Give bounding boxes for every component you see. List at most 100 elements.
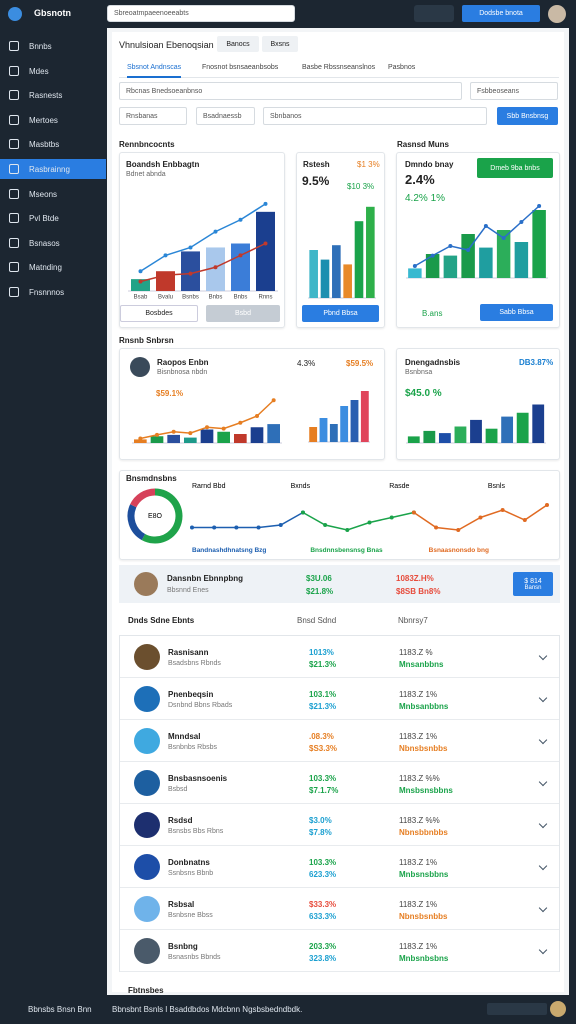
- nav-item[interactable]: Bnnbs: [0, 36, 106, 56]
- nav-label: Mertoes: [29, 115, 58, 125]
- table-row[interactable]: Donbnatns Ssnbsns Bbnb 103.3% 623.3% 1183.Z …: [120, 846, 559, 888]
- page-title: Vhnulsioan Ebenoqsian: [119, 40, 214, 50]
- filter[interactable]: Bsadnaessb: [196, 107, 255, 125]
- table-row[interactable]: Rasnisann Bsadsbns Rbnds 1013% $21.3% 1183.Z…: [120, 636, 559, 678]
- button[interactable]: Bosbdes: [120, 305, 198, 322]
- nav-item[interactable]: Mseons: [0, 184, 106, 204]
- nav-item[interactable]: Mdes: [0, 61, 106, 81]
- point: [163, 273, 168, 278]
- filter[interactable]: Fsbbeoseans: [470, 82, 558, 100]
- row-action[interactable]: [538, 777, 548, 787]
- button[interactable]: Sabb Bbsa: [480, 304, 553, 321]
- filter[interactable]: Rnsbanas: [119, 107, 187, 125]
- table-row[interactable]: Rsdsd Bsnsbs Bbs Rbns $3.0% $7.8% 1183.Z %% N…: [120, 804, 559, 846]
- value: $21.3%: [309, 660, 337, 669]
- point: [171, 429, 176, 434]
- table-row[interactable]: Rsbsal Bsnbsne Bbss $33.3% 633.3% 1183.Z 1% N…: [120, 888, 559, 930]
- table-row[interactable]: Bnsbasnsoenis Bsbsd 103.3% $7.1.7% 1183.Z %%…: [120, 762, 559, 804]
- point: [234, 525, 239, 530]
- point: [238, 420, 243, 425]
- icon-btn[interactable]: [414, 5, 454, 22]
- point: [213, 265, 218, 270]
- tab[interactable]: Banocs: [217, 36, 259, 52]
- subtab[interactable]: Pasbnos: [388, 64, 416, 71]
- nav-item[interactable]: Mertoes: [0, 110, 106, 130]
- button[interactable]: Bsbd: [206, 305, 280, 322]
- value: .08.3%: [309, 732, 334, 741]
- nav-item[interactable]: Rasbrainng: [0, 159, 106, 179]
- line-label: Bsnls: [488, 483, 506, 490]
- nav-item[interactable]: Rasnests: [0, 85, 106, 105]
- nav-item[interactable]: Bsnasos: [0, 233, 106, 253]
- value: 1083Z.H%: [396, 574, 434, 583]
- table-row[interactable]: Bsnbng Bsnasnbs Bbnds 203.3% 323.8% 1183.Z 1…: [120, 930, 559, 972]
- row-action[interactable]: [538, 903, 548, 913]
- bar: [423, 430, 436, 443]
- bar: [234, 434, 247, 443]
- point: [255, 414, 259, 418]
- row-name: Rasnisann: [168, 648, 209, 657]
- row-action[interactable]: [538, 861, 548, 871]
- row-action[interactable]: [538, 735, 548, 745]
- row-action[interactable]: [538, 819, 548, 829]
- table-col: Bnsd Sdnd: [297, 616, 337, 625]
- nav-label: Bnnbs: [29, 42, 52, 51]
- chart: Bsab Bvalu Bsnbs Bnbs Bnbs Rnns: [128, 201, 278, 301]
- button-sub: Bansn: [524, 584, 542, 591]
- point: [256, 525, 261, 530]
- nav-item[interactable]: Matnding: [0, 257, 106, 277]
- bar: [479, 247, 493, 278]
- row-icon: [134, 728, 160, 754]
- bar: [408, 268, 422, 278]
- avatar[interactable]: [548, 5, 566, 23]
- chart: [406, 204, 548, 279]
- bar: [200, 429, 214, 443]
- row-button[interactable]: $ 814 Bansn: [513, 572, 553, 596]
- tab[interactable]: Bxsns: [262, 36, 298, 52]
- subtab-bar: [119, 58, 559, 78]
- row-action[interactable]: [538, 651, 548, 661]
- button[interactable]: Pbnd Bbsa: [302, 305, 379, 322]
- filter[interactable]: Sbnbanos: [263, 107, 487, 125]
- nav-icon: [9, 213, 19, 224]
- bar: [407, 436, 420, 443]
- subtab[interactable]: Basbe Rbssnseanslnos: [302, 64, 376, 71]
- point: [448, 244, 453, 248]
- subtab[interactable]: Sbsnot Andnscas: [127, 64, 182, 78]
- card-subtitle: Bsnbnsa: [405, 369, 433, 376]
- row-sub: Bsnsbs Bbs Rbns: [168, 828, 224, 835]
- point: [221, 426, 226, 431]
- sidebar: Bnnbs Mdes Rasnests Mertoes Masbtbs Rasbrainn…: [0, 28, 106, 995]
- point: [466, 248, 471, 252]
- point: [138, 436, 143, 441]
- avatar: [130, 357, 150, 377]
- subtab[interactable]: Fnosnot bsnsaeanbsobs: [202, 64, 279, 71]
- nav-item[interactable]: Pvl Btde: [0, 208, 106, 228]
- row-name: Dansnbn Ebnnpbng: [167, 574, 243, 583]
- section-title: Rnsnb Snbrsn: [119, 336, 174, 345]
- nav-item[interactable]: Fnsnnnos: [0, 282, 106, 302]
- value: 1183.Z 1%: [399, 732, 438, 741]
- row-action[interactable]: [538, 945, 548, 955]
- apply-button[interactable]: Sbb Bnsbnsg: [497, 107, 558, 125]
- header-button[interactable]: Dodsbe bnota: [462, 5, 540, 22]
- value: $7.8%: [309, 828, 332, 837]
- point: [345, 528, 350, 532]
- chart: [132, 398, 282, 444]
- button-text: $ 814: [524, 577, 542, 585]
- bar: [131, 279, 150, 291]
- table-row[interactable]: Pnenbeqsin Dsnbnd Bbns Rbads 103.1% $21.3% 1…: [120, 678, 559, 720]
- nav-item[interactable]: Masbtbs: [0, 134, 106, 154]
- filter[interactable]: Rbcnas Bnedsoeanbnso: [119, 82, 462, 100]
- stat: DB3.87%: [519, 358, 554, 367]
- table-row[interactable]: Mnndsal Bsnbnbs Rbsbs .08.3% $S3.3% 1183.Z 1…: [120, 720, 559, 762]
- value: 323.8%: [309, 954, 337, 963]
- value: 203.3%: [309, 942, 337, 951]
- point: [501, 236, 506, 240]
- point: [212, 525, 217, 530]
- nav-label: Fnsnnnos: [29, 288, 65, 297]
- search[interactable]: Sbreoatmpaeenoeeabts: [107, 5, 295, 22]
- row-action[interactable]: [538, 693, 548, 703]
- bar: [461, 234, 475, 278]
